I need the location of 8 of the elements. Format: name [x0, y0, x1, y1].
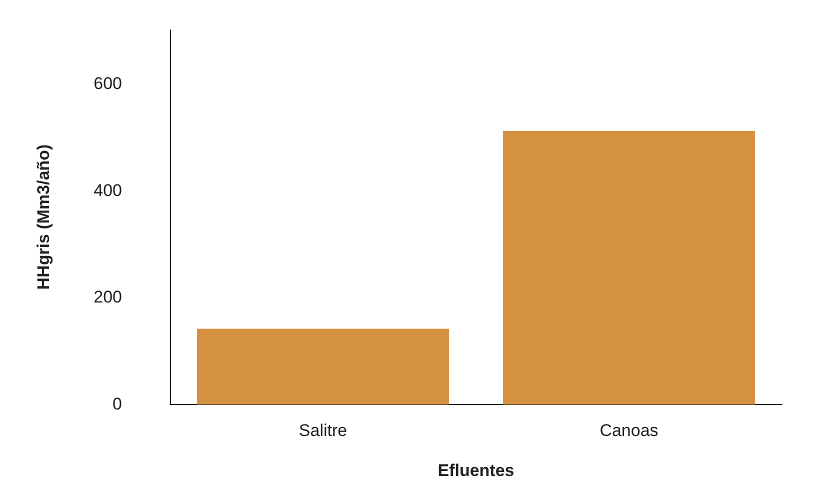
- x-tick-label: Salitre: [298, 421, 348, 440]
- x-axis-title: Efluentes: [438, 461, 514, 480]
- y-axis-title: HHgris (Mm3/año): [34, 144, 53, 290]
- x-tick-label: Canoas: [600, 421, 658, 440]
- y-tick-label: 400: [94, 180, 122, 200]
- y-tick-label: 0: [112, 394, 122, 414]
- y-tick-label: 200: [94, 288, 122, 307]
- y-tick-label: 600: [94, 74, 122, 93]
